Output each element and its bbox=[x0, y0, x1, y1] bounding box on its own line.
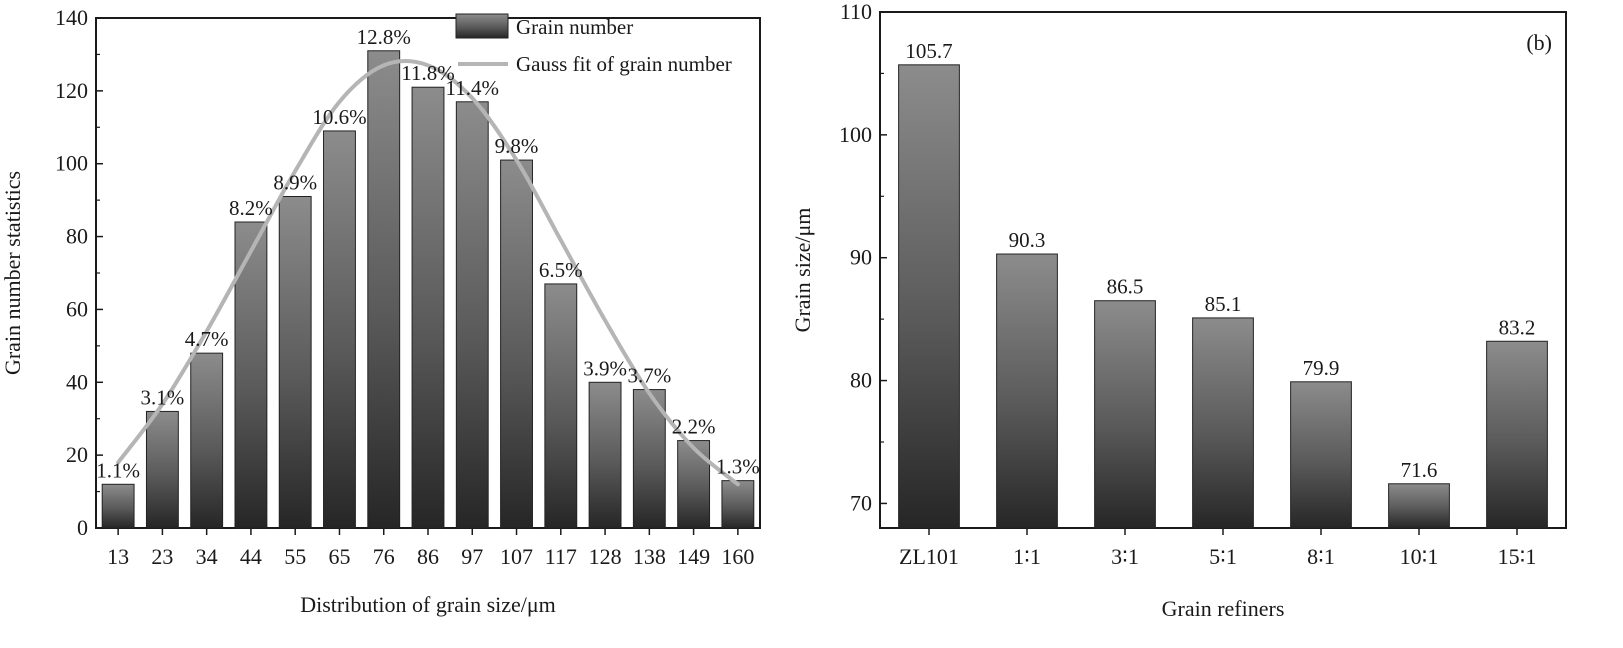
panel-a-xtick-label: 107 bbox=[500, 544, 533, 569]
panel-a-data-label: 10.6% bbox=[312, 105, 366, 129]
panel-b-bar bbox=[898, 64, 960, 529]
panel-b-x-axis-title: Grain refiners bbox=[1162, 596, 1285, 621]
panel-b-data-label: 90.3 bbox=[1009, 228, 1046, 252]
panel-b-xtick-label: 15∶1 bbox=[1498, 544, 1537, 569]
panel-a-data-label: 11.8% bbox=[401, 61, 454, 85]
panel-a-ytick-label: 20 bbox=[66, 442, 88, 467]
panel-b-data-label: 86.5 bbox=[1107, 275, 1144, 299]
panel-b-ytick-label: 80 bbox=[850, 368, 872, 393]
panel-b-data-label: 105.7 bbox=[905, 39, 952, 63]
panel-a-data-label: 1.3% bbox=[716, 455, 760, 479]
panel-a-bar bbox=[101, 483, 135, 529]
panel-a-data-label: 6.5% bbox=[539, 258, 583, 282]
panel-b-xtick-label: 5∶1 bbox=[1209, 544, 1237, 569]
panel-a-ytick-label: 80 bbox=[66, 224, 88, 249]
panel-a-ytick-label: 60 bbox=[66, 296, 88, 321]
panel-a-xtick-label: 65 bbox=[328, 544, 350, 569]
panel-b-data-label: 79.9 bbox=[1303, 356, 1340, 380]
panel-a-ytick-label: 120 bbox=[55, 78, 88, 103]
panel-b-data-label: 71.6 bbox=[1401, 458, 1438, 482]
panel-a-data-label: 1.1% bbox=[96, 458, 140, 482]
panel-a-bar bbox=[588, 381, 622, 529]
panel-b-data-label: 83.2 bbox=[1499, 315, 1536, 339]
panel-a-bar bbox=[190, 352, 224, 529]
panel-a-xtick-label: 97 bbox=[461, 544, 483, 569]
panel-b-y-axis-title: Grain size/μm bbox=[790, 208, 815, 333]
panel-a-data-label: 9.8% bbox=[495, 134, 539, 158]
panel-a-bar bbox=[632, 389, 666, 529]
panel-a-xtick-label: 55 bbox=[284, 544, 306, 569]
panel-b-ytick-label: 90 bbox=[850, 245, 872, 270]
panel-a-data-label: 3.7% bbox=[627, 364, 671, 388]
panel-b-bar bbox=[1388, 483, 1450, 529]
panel-a-data-label: 2.2% bbox=[672, 415, 716, 439]
panel-a-xtick-label: 138 bbox=[633, 544, 666, 569]
panel-a-bar bbox=[367, 50, 401, 529]
panel-a-xtick-label: 13 bbox=[107, 544, 129, 569]
panel-b-ytick-label: 70 bbox=[850, 490, 872, 515]
panel-a-data-label: 11.4% bbox=[446, 76, 499, 100]
panel-a-ytick-label: 0 bbox=[77, 515, 88, 540]
panel-b-bar bbox=[1290, 381, 1352, 529]
panel-b-panel-label: (b) bbox=[1526, 30, 1552, 55]
panel-a-bar bbox=[455, 101, 489, 529]
panel-a-gauss-fit-line bbox=[116, 59, 740, 487]
panel-a-bar bbox=[145, 410, 179, 529]
panel-a-xtick-label: 23 bbox=[151, 544, 173, 569]
panel-a-xtick-label: 160 bbox=[721, 544, 754, 569]
panel-a-bar bbox=[544, 283, 578, 529]
panel-a-xtick-label: 86 bbox=[417, 544, 439, 569]
panel-b-chart: 70 80 90 100 110 105.7 90.3 86.5 85.1 79.9 71.6 83.… bbox=[790, 0, 1567, 621]
panel-a-bar bbox=[721, 480, 755, 529]
panel-a-ytick-label: 100 bbox=[55, 151, 88, 176]
panel-b-ytick-label: 110 bbox=[840, 0, 872, 24]
panel-a-xtick-label: 76 bbox=[373, 544, 395, 569]
panel-b-bar bbox=[996, 253, 1058, 529]
panel-a-xtick-label: 117 bbox=[545, 544, 577, 569]
panel-a-ytick-label: 40 bbox=[66, 369, 88, 394]
panel-a-xtick-label: 149 bbox=[677, 544, 710, 569]
panel-a-data-label: 4.7% bbox=[185, 327, 229, 351]
panel-a-bar bbox=[323, 130, 356, 529]
panel-b-bar bbox=[1192, 317, 1254, 529]
panel-b-xtick-label: 10∶1 bbox=[1400, 544, 1439, 569]
panel-a-xtick-label: 44 bbox=[240, 544, 262, 569]
panel-b-xtick-label: 8∶1 bbox=[1307, 544, 1335, 569]
panel-a-data-label: 8.2% bbox=[229, 196, 273, 220]
panel-a-y-axis-title: Grain number statistics bbox=[0, 171, 25, 375]
panel-b-ytick-label: 100 bbox=[839, 122, 872, 147]
panel-a-bar bbox=[677, 440, 711, 529]
panel-b-xtick-label: ZL101 bbox=[899, 544, 959, 569]
panel-b-data-label: 85.1 bbox=[1205, 292, 1242, 316]
panel-a-bar bbox=[278, 196, 312, 529]
panel-a-data-label: 3.1% bbox=[141, 385, 185, 409]
panel-a-legend-fit-label: Gauss fit of grain number bbox=[516, 52, 732, 76]
panel-b-bar bbox=[1094, 300, 1156, 529]
panel-b-xtick-label: 1∶1 bbox=[1013, 544, 1041, 569]
panel-a-bar bbox=[411, 86, 445, 529]
panel-a-xtick-label: 34 bbox=[196, 544, 218, 569]
panel-a-data-label: 3.9% bbox=[583, 356, 627, 380]
panel-a-chart: 0 20 40 60 80 100 120 140 1.1% 3.1% 4.7% 8.2%8.9% 10… bbox=[0, 5, 761, 617]
panel-a-bar bbox=[500, 159, 533, 529]
panel-a-data-label: 8.9% bbox=[273, 171, 317, 195]
panel-a-data-label: 12.8% bbox=[357, 25, 411, 49]
panel-b-xtick-label: 3∶1 bbox=[1111, 544, 1139, 569]
panel-b-bar bbox=[1486, 340, 1548, 529]
panel-a-legend-bar-label: Grain number bbox=[516, 15, 633, 39]
panel-a-x-axis-title: Distribution of grain size/μm bbox=[300, 592, 556, 617]
panel-a-legend-bar-swatch bbox=[455, 13, 509, 39]
panel-a-xtick-label: 128 bbox=[589, 544, 622, 569]
panel-a-ytick-label: 140 bbox=[55, 5, 88, 30]
